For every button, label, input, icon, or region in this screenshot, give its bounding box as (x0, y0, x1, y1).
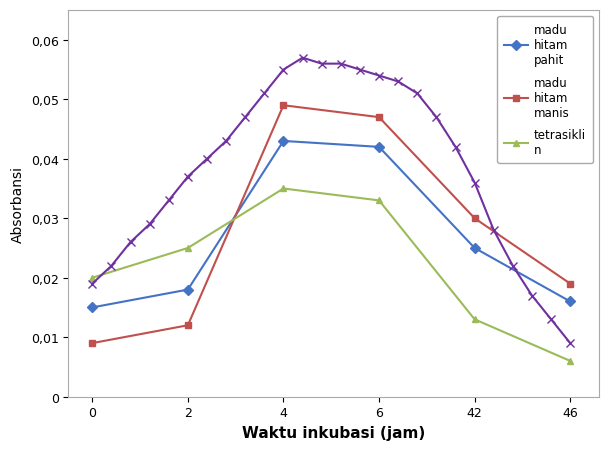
tetrasikli
n (280, 186, 287, 192)
madu
hitam
pahit (375, 145, 382, 150)
madu
hitam
manis (280, 103, 287, 109)
tetrasikli
n (88, 276, 96, 281)
madu
hitam
manis (184, 323, 192, 328)
madu
hitam
pahit (184, 287, 192, 293)
madu
hitam
manis (375, 115, 382, 120)
Line: tetrasikli
n: tetrasikli n (89, 186, 573, 364)
madu
hitam
pahit (567, 299, 574, 304)
tetrasikli
n (567, 359, 574, 364)
tetrasikli
n (471, 317, 478, 322)
madu
hitam
pahit (280, 139, 287, 144)
Line: madu
hitam
pahit: madu hitam pahit (89, 138, 573, 311)
X-axis label: Waktu inkubasi (jam): Waktu inkubasi (jam) (242, 425, 425, 440)
madu
hitam
manis (567, 281, 574, 287)
Legend: madu
hitam
pahit, madu
hitam
manis, tetrasikli
n: madu hitam pahit, madu hitam manis, tetr… (497, 17, 593, 164)
madu
hitam
manis (88, 341, 96, 346)
Line: madu
hitam
manis: madu hitam manis (89, 102, 573, 347)
madu
hitam
pahit (471, 246, 478, 251)
madu
hitam
manis (471, 216, 478, 221)
Y-axis label: Absorbansi: Absorbansi (11, 166, 25, 242)
tetrasikli
n (375, 198, 382, 204)
tetrasikli
n (184, 246, 192, 251)
madu
hitam
pahit (88, 305, 96, 310)
